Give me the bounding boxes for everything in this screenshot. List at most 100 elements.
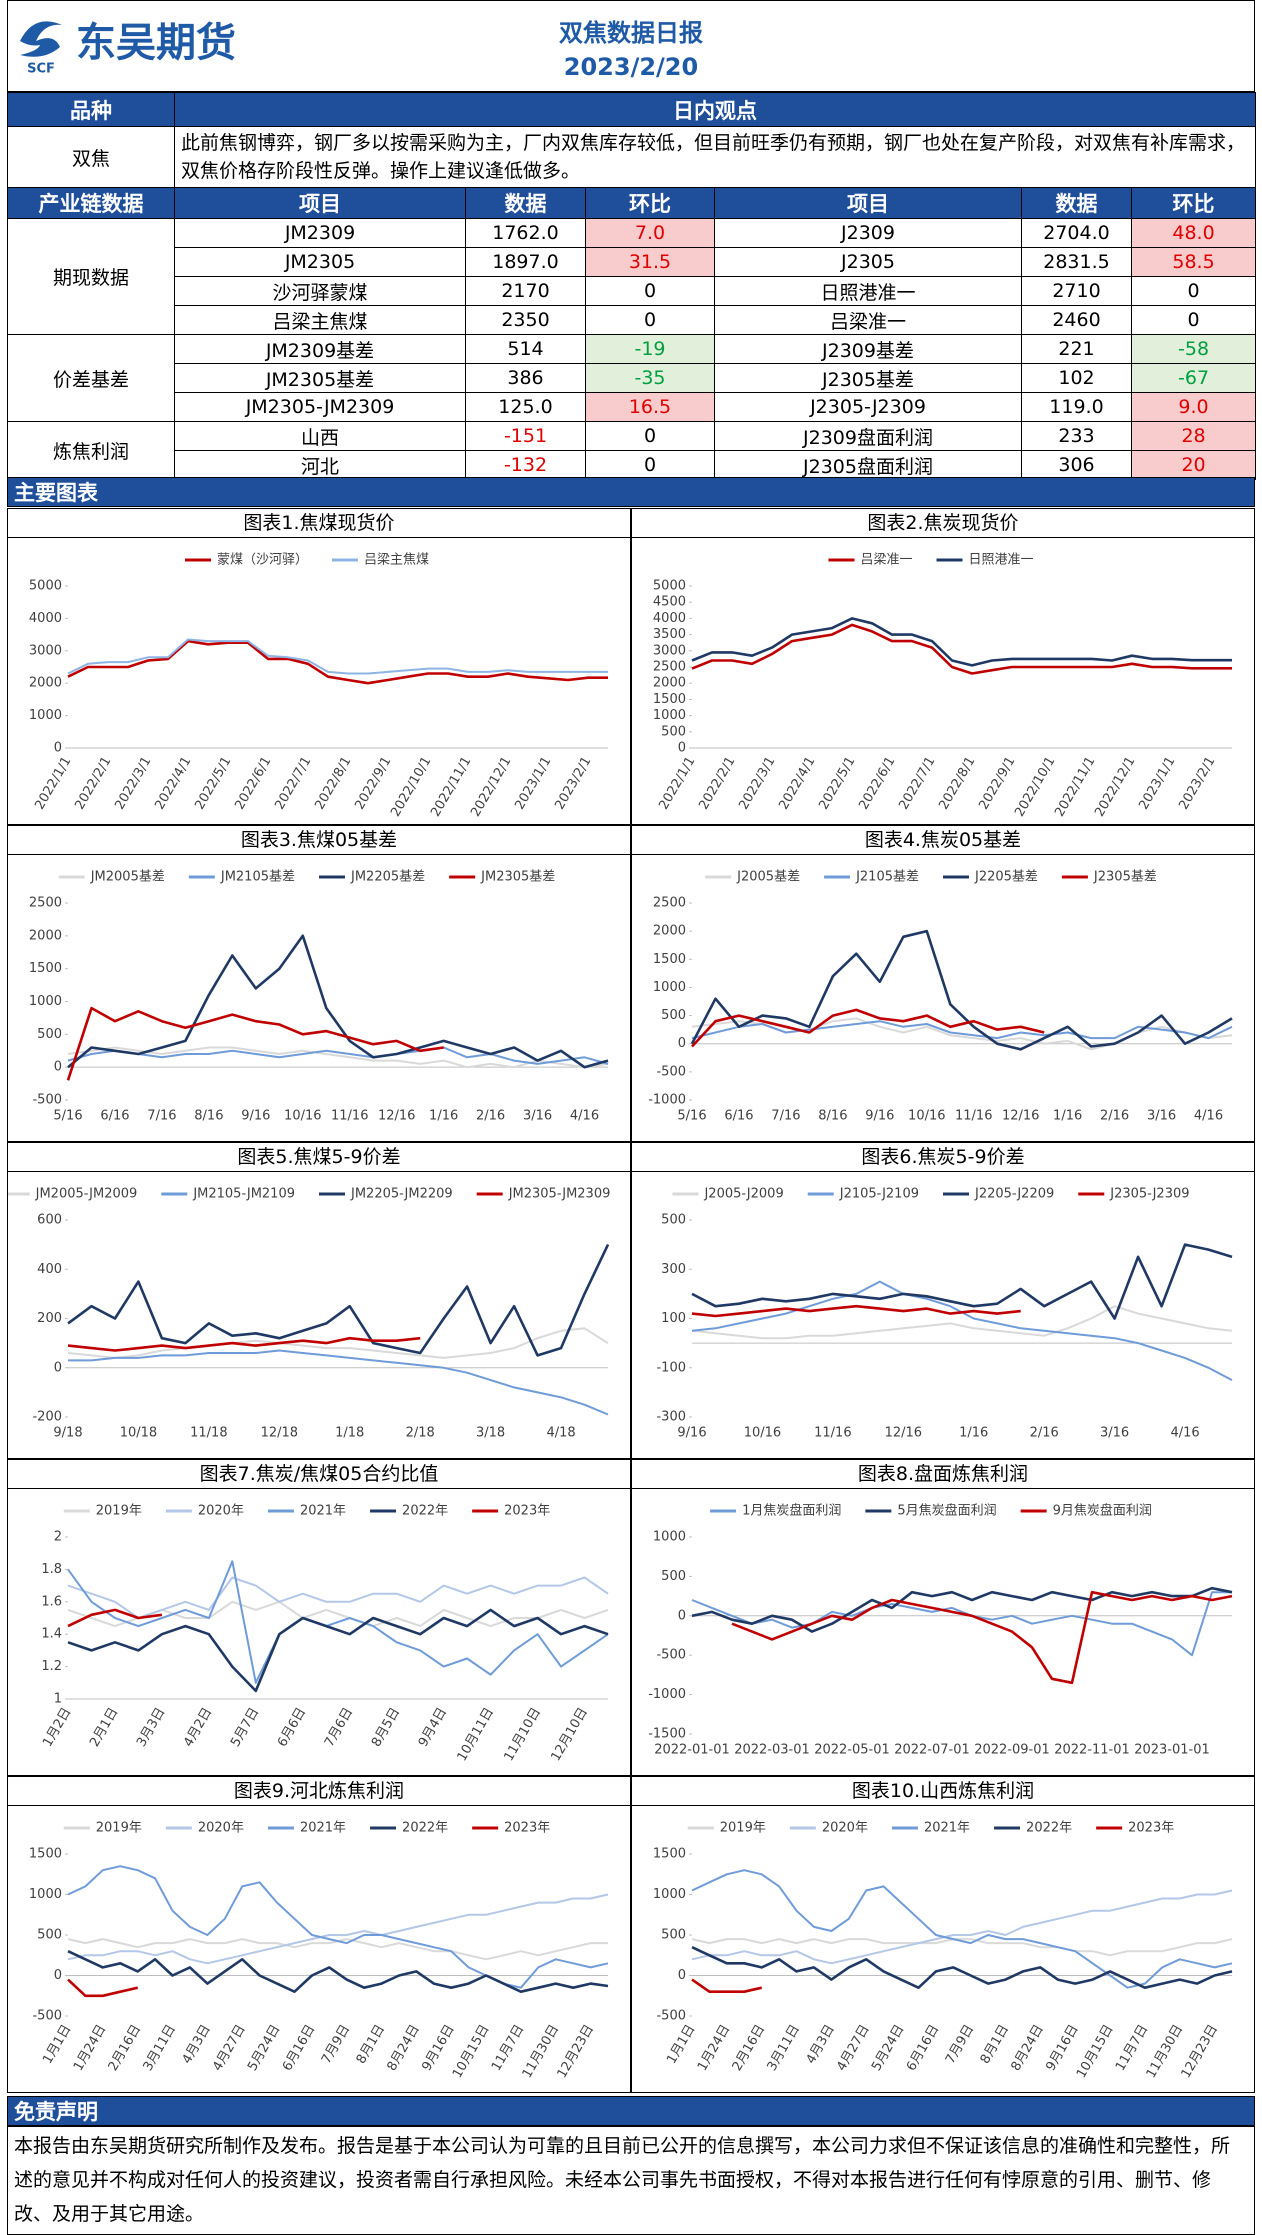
y-tick-label: 1000 <box>653 708 686 723</box>
x-tick-label: 2022/10/1 <box>388 754 434 819</box>
x-tick-label: 2022/5/1 <box>816 754 858 812</box>
logo-icon <box>20 21 62 57</box>
series-line <box>691 1938 1233 1957</box>
legend-label: J2105-J2109 <box>839 1187 919 1202</box>
data-cell: JM2305-JM2309 <box>174 392 466 422</box>
y-tick-label: 1.8 <box>41 1562 62 1577</box>
y-tick-label: 0 <box>678 1036 686 1051</box>
x-tick-label: 2022-05-01 <box>814 1743 890 1758</box>
series-line <box>67 1893 609 1965</box>
series-line <box>67 1608 609 1693</box>
data-cell: 31.5 <box>585 247 715 277</box>
data-cell: -132 <box>465 450 586 480</box>
series-line <box>691 1304 1021 1318</box>
x-tick-label: 10/16 <box>908 1109 945 1124</box>
legend-label: JM2205-JM2209 <box>350 1187 453 1202</box>
x-tick-label: 2022/6/1 <box>856 754 898 812</box>
series-line <box>67 1046 609 1065</box>
legend-label: J2205-J2209 <box>974 1187 1054 1202</box>
series-line <box>691 1020 1233 1040</box>
y-tick-label: 500 <box>661 1008 686 1023</box>
x-tick-label: 1月24日 <box>695 2022 733 2074</box>
y-tick-label: 500 <box>661 724 686 739</box>
x-tick-label: 1月24日 <box>71 2022 109 2074</box>
series-line <box>67 638 608 675</box>
section-bar: 免责声明 <box>7 2096 1255 2126</box>
legend-label: J2005-J2009 <box>703 1187 783 1202</box>
data-row: 炼焦利润 山西 -151 0 J2309盘面利润 233 28 <box>7 421 1257 480</box>
y-tick-label: 500 <box>37 1027 62 1042</box>
legend-label: 日照港准一 <box>969 553 1034 568</box>
legend-label: 2020年 <box>822 1821 868 1836</box>
chart: 0100020003000400050002022/1/12022/2/1202… <box>29 553 608 819</box>
legend-label: 2019年 <box>720 1821 766 1836</box>
data-cell: JM2305 <box>174 247 466 277</box>
data-row: 吕梁主焦煤 2350 0 吕梁准一 2460 0 <box>8 305 1257 335</box>
x-tick-label: 7月9日 <box>943 2022 977 2066</box>
x-tick-label: 9月4日 <box>416 1705 450 1749</box>
data-cell: 7.0 <box>585 218 715 248</box>
y-tick-label: 0 <box>678 741 686 756</box>
legend-label: 蒙煤（沙河驿） <box>217 553 308 568</box>
x-tick-label: 5月7日 <box>228 1705 262 1749</box>
x-tick-label: 9/16 <box>677 1426 706 1441</box>
data-row: 沙河驿蒙煤 2170 0 日照港准一 2710 0 <box>8 276 1257 306</box>
view-row: 双焦 此前焦钢博弈，钢厂多以按需采购为主，厂内双焦库存较低，但目前旺季仍有预期，… <box>7 126 1257 188</box>
data-cell: 28 <box>1130 421 1257 451</box>
x-tick-label: 6/16 <box>100 1109 129 1124</box>
y-tick-label: 1500 <box>653 692 686 707</box>
y-tick-label: 1.6 <box>41 1594 62 1609</box>
y-tick-label: 0 <box>678 1968 686 1983</box>
y-tick-label: 300 <box>661 1262 686 1277</box>
data-cell: -58 <box>1130 334 1257 364</box>
y-tick-label: 100 <box>661 1311 686 1326</box>
data-cell: 0 <box>585 305 715 335</box>
x-tick-label: 2022/12/1 <box>468 754 514 819</box>
table-header: 产业链数据 项目 数据 环比 项目 数据 环比 <box>7 187 1257 219</box>
variety-cell: 双焦 <box>7 126 175 188</box>
header-cell: 环比 <box>585 187 715 219</box>
x-tick-label: 2022/2/1 <box>72 754 114 812</box>
x-tick-label: 3月3日 <box>134 1705 168 1749</box>
x-tick-label: 9月16日 <box>1043 2022 1081 2074</box>
group-cell: 价差基差 <box>7 334 175 422</box>
x-tick-label: 9月16日 <box>419 2022 457 2074</box>
report-title: 双焦数据日报 <box>559 19 703 47</box>
legend-label: 2021年 <box>300 1504 346 1519</box>
y-tick-label: 1.4 <box>41 1627 62 1642</box>
y-tick-label: -500 <box>656 2009 686 2024</box>
x-tick-label: 1月1日 <box>40 2022 74 2066</box>
legend-label: JM2205基差 <box>350 870 425 885</box>
data-cell: JM2309基差 <box>174 334 466 364</box>
y-tick-label: 500 <box>37 1928 62 1943</box>
x-tick-label: 4/16 <box>1194 1109 1223 1124</box>
series-line <box>67 1978 138 1998</box>
x-tick-label: 2022-11-01 <box>1054 1743 1130 1758</box>
x-tick-label: 12/16 <box>885 1426 922 1441</box>
legend-label: 吕梁准一 <box>860 553 912 568</box>
series-line <box>67 1244 610 1357</box>
series-line <box>67 1938 608 1961</box>
data-cell: 0 <box>585 450 715 480</box>
data-cell: 2170 <box>465 276 586 306</box>
group-cell: 炼焦利润 <box>7 421 175 480</box>
series-line <box>691 623 1232 675</box>
series-line <box>67 639 608 685</box>
x-tick-label: 1月1日 <box>664 2022 698 2066</box>
data-cell: 233 <box>1021 421 1132 451</box>
report-date: 2023/2/20 <box>563 53 699 81</box>
chart: -300 -100 100 300 500 9/16 10/16 11/16 12/16 1/16… <box>656 1187 1233 1441</box>
x-tick-label: 2022/4/1 <box>152 754 194 812</box>
x-tick-label: 8月1日 <box>978 2022 1012 2066</box>
series-line <box>691 1305 1233 1340</box>
legend-label: JM2305基差 <box>480 870 555 885</box>
chart-title: 图表2.焦炭现货价 <box>632 509 1254 538</box>
legend-label: JM2105-JM2109 <box>192 1187 295 1202</box>
y-tick-label: 1500 <box>29 961 62 976</box>
data-cell: 河北 <box>174 450 466 480</box>
y-tick-label: 400 <box>37 1262 62 1277</box>
x-tick-label: 10/16 <box>284 1109 321 1124</box>
x-tick-label: 11/16 <box>331 1109 368 1124</box>
data-cell: 0 <box>1130 305 1257 335</box>
y-tick-label: -100 <box>656 1360 686 1375</box>
